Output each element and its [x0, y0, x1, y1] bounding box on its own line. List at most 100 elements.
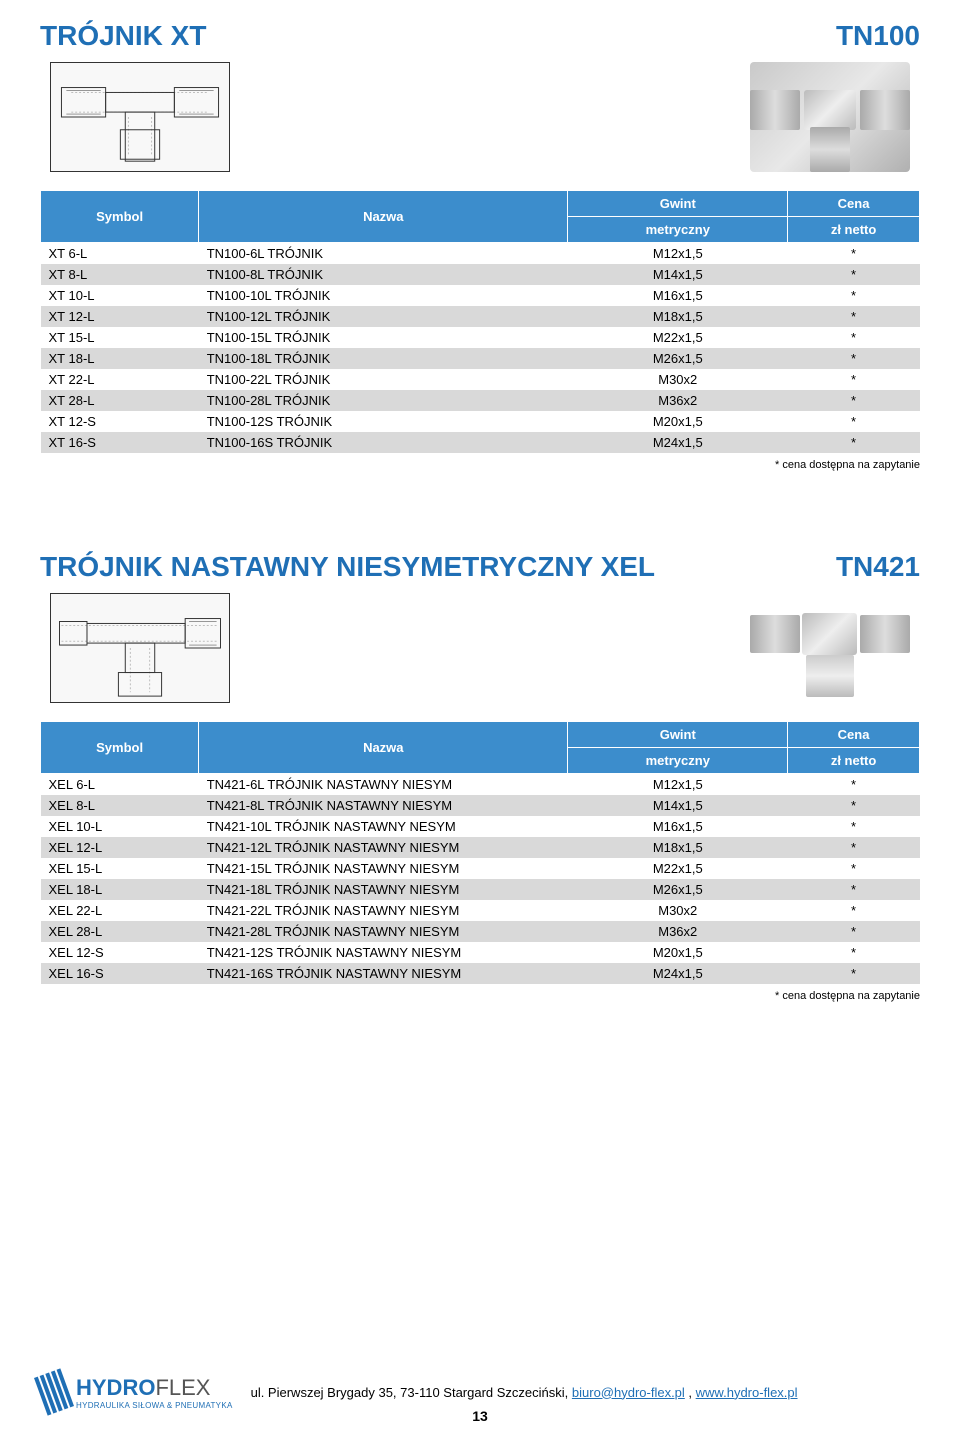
cell-symbol: XEL 8-L: [41, 795, 199, 816]
cell-cena: *: [788, 795, 920, 816]
cell-cena: *: [788, 900, 920, 921]
cell-nazwa: TN100-28L TRÓJNIK: [199, 390, 568, 411]
logo-name-bold: HYDRO: [76, 1375, 155, 1400]
cell-gwint: M22x1,5: [568, 327, 788, 348]
cell-nazwa: TN100-15L TRÓJNIK: [199, 327, 568, 348]
cell-cena: *: [788, 390, 920, 411]
email-link[interactable]: biuro@hydro-flex.pl: [572, 1385, 685, 1400]
cell-nazwa: TN100-6L TRÓJNIK: [199, 243, 568, 265]
table-2: Symbol Nazwa Gwint Cena metryczny zł net…: [40, 721, 920, 984]
section1-title: TRÓJNIK XT TN100: [40, 20, 920, 52]
table-row: XEL 16-STN421-16S TRÓJNIK NASTAWNY NIESY…: [41, 963, 920, 984]
cell-nazwa: TN100-8L TRÓJNIK: [199, 264, 568, 285]
table-row: XT 12-LTN100-12L TRÓJNIKM18x1,5*: [41, 306, 920, 327]
th2-cena-sub: zł netto: [788, 748, 920, 774]
cell-gwint: M22x1,5: [568, 858, 788, 879]
cell-gwint: M16x1,5: [568, 285, 788, 306]
table-row: XEL 12-LTN421-12L TRÓJNIK NASTAWNY NIESY…: [41, 837, 920, 858]
cell-nazwa: TN421-12S TRÓJNIK NASTAWNY NIESYM: [199, 942, 568, 963]
section1-images: [40, 62, 920, 172]
cell-symbol: XEL 15-L: [41, 858, 199, 879]
cell-nazwa: TN421-18L TRÓJNIK NASTAWNY NIESYM: [199, 879, 568, 900]
logo-tagline: HYDRAULIKA SIŁOWA & PNEUMATYKA: [76, 1401, 233, 1410]
cell-symbol: XEL 12-S: [41, 942, 199, 963]
cell-symbol: XEL 28-L: [41, 921, 199, 942]
cell-symbol: XEL 12-L: [41, 837, 199, 858]
footnote-2: * cena dostępna na zapytanie: [40, 990, 920, 1002]
cell-symbol: XT 12-L: [41, 306, 199, 327]
separator: ,: [685, 1385, 696, 1400]
cell-gwint: M24x1,5: [568, 432, 788, 453]
cell-nazwa: TN421-28L TRÓJNIK NASTAWNY NIESYM: [199, 921, 568, 942]
tech-drawing-1: [50, 62, 230, 172]
table-row: XEL 15-LTN421-15L TRÓJNIK NASTAWNY NIESY…: [41, 858, 920, 879]
cell-cena: *: [788, 264, 920, 285]
cell-gwint: M18x1,5: [568, 306, 788, 327]
cell-cena: *: [788, 432, 920, 453]
cell-nazwa: TN421-15L TRÓJNIK NASTAWNY NIESYM: [199, 858, 568, 879]
cell-gwint: M12x1,5: [568, 243, 788, 265]
cell-gwint: M36x2: [568, 390, 788, 411]
th-symbol: Symbol: [41, 191, 199, 243]
cell-cena: *: [788, 243, 920, 265]
cell-cena: *: [788, 774, 920, 796]
cell-nazwa: TN421-22L TRÓJNIK NASTAWNY NIESYM: [199, 900, 568, 921]
table-row: XT 15-LTN100-15L TRÓJNIKM22x1,5*: [41, 327, 920, 348]
address-text: ul. Pierwszej Brygady 35, 73-110 Stargar…: [251, 1385, 572, 1400]
tech-drawing-2: [50, 593, 230, 703]
cell-nazwa: TN100-22L TRÓJNIK: [199, 369, 568, 390]
th2-cena-top: Cena: [788, 722, 920, 748]
cell-gwint: M30x2: [568, 369, 788, 390]
cell-gwint: M20x1,5: [568, 942, 788, 963]
section2-title-left: TRÓJNIK NASTAWNY NIESYMETRYCZNY XEL: [40, 551, 655, 583]
th2-gwint-sub: metryczny: [568, 748, 788, 774]
th-gwint-sub: metryczny: [568, 217, 788, 243]
table-row: XEL 8-LTN421-8L TRÓJNIK NASTAWNY NIESYMM…: [41, 795, 920, 816]
table-row: XT 28-LTN100-28L TRÓJNIKM36x2*: [41, 390, 920, 411]
th-gwint-top: Gwint: [568, 191, 788, 217]
cell-gwint: M14x1,5: [568, 264, 788, 285]
footnote-1: * cena dostępna na zapytanie: [40, 459, 920, 471]
cell-gwint: M20x1,5: [568, 411, 788, 432]
cell-symbol: XT 8-L: [41, 264, 199, 285]
page-number: 13: [472, 1408, 488, 1424]
cell-symbol: XEL 6-L: [41, 774, 199, 796]
footer-address: ul. Pierwszej Brygady 35, 73-110 Stargar…: [251, 1385, 920, 1400]
table-row: XT 18-LTN100-18L TRÓJNIKM26x1,5*: [41, 348, 920, 369]
cell-symbol: XEL 22-L: [41, 900, 199, 921]
cell-gwint: M24x1,5: [568, 963, 788, 984]
section2-images: [40, 593, 920, 703]
table-1: Symbol Nazwa Gwint Cena metryczny zł net…: [40, 190, 920, 453]
table-row: XT 6-LTN100-6L TRÓJNIKM12x1,5*: [41, 243, 920, 265]
logo-name: HYDROFLEX: [76, 1375, 233, 1401]
cell-gwint: M26x1,5: [568, 348, 788, 369]
footer: HYDROFLEX HYDRAULIKA SIŁOWA & PNEUMATYKA…: [40, 1372, 920, 1412]
cell-nazwa: TN100-16S TRÓJNIK: [199, 432, 568, 453]
section1-title-right: TN100: [836, 20, 920, 52]
table-row: XEL 18-LTN421-18L TRÓJNIK NASTAWNY NIESY…: [41, 879, 920, 900]
product-photo-2: [750, 593, 910, 703]
cell-gwint: M14x1,5: [568, 795, 788, 816]
th2-symbol: Symbol: [41, 722, 199, 774]
th2-nazwa: Nazwa: [199, 722, 568, 774]
cell-nazwa: TN100-10L TRÓJNIK: [199, 285, 568, 306]
logo-name-thin: FLEX: [155, 1375, 210, 1400]
cell-nazwa: TN421-8L TRÓJNIK NASTAWNY NIESYM: [199, 795, 568, 816]
cell-symbol: XT 6-L: [41, 243, 199, 265]
website-link[interactable]: www.hydro-flex.pl: [696, 1385, 798, 1400]
product-photo-1: [750, 62, 910, 172]
cell-gwint: M30x2: [568, 900, 788, 921]
cell-nazwa: TN421-10L TRÓJNIK NASTAWNY NESYM: [199, 816, 568, 837]
cell-cena: *: [788, 411, 920, 432]
cell-symbol: XT 18-L: [41, 348, 199, 369]
th-cena-top: Cena: [788, 191, 920, 217]
cell-symbol: XT 10-L: [41, 285, 199, 306]
cell-symbol: XT 12-S: [41, 411, 199, 432]
table-row: XEL 22-LTN421-22L TRÓJNIK NASTAWNY NIESY…: [41, 900, 920, 921]
logo-stripes-icon: [34, 1368, 74, 1415]
cell-symbol: XEL 10-L: [41, 816, 199, 837]
cell-nazwa: TN100-12L TRÓJNIK: [199, 306, 568, 327]
table-row: XEL 28-LTN421-28L TRÓJNIK NASTAWNY NIESY…: [41, 921, 920, 942]
cell-gwint: M36x2: [568, 921, 788, 942]
th-cena-sub: zł netto: [788, 217, 920, 243]
